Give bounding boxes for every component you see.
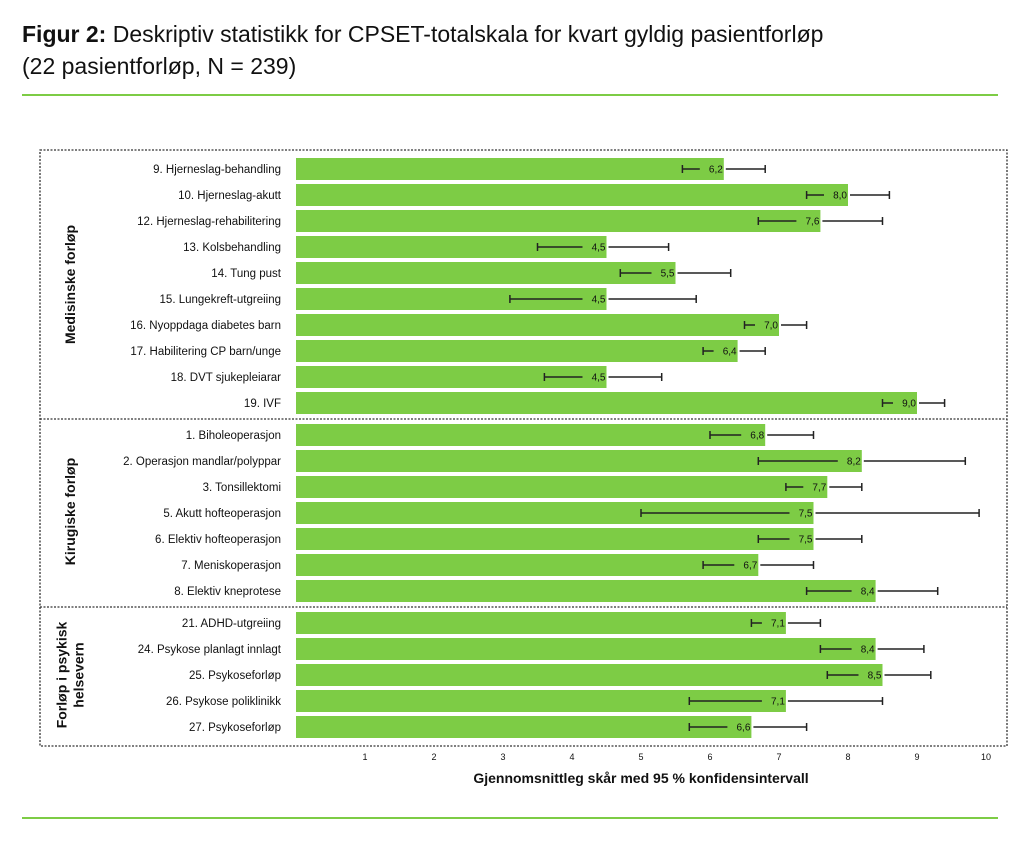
category-label: 13. Kolsbehandling <box>183 242 281 254</box>
category-label: 27. Psykoseforløp <box>189 722 281 734</box>
bar <box>296 612 786 634</box>
category-label: 8. Elektiv kneprotese <box>174 586 281 598</box>
data-label: 6,2 <box>709 165 723 176</box>
x-tick-label: 8 <box>845 752 850 762</box>
category-label: 25. Psykoseforløp <box>189 670 281 682</box>
figure-title: Figur 2: Deskriptiv statistikk for CPSET… <box>22 18 823 82</box>
figure-subtitle: (22 pasientforløp, N = 239) <box>22 53 297 79</box>
category-label: 17. Habilitering CP barn/unge <box>130 346 281 358</box>
data-label: 6,7 <box>743 561 757 572</box>
data-label: 8,5 <box>868 671 882 682</box>
data-label: 8,2 <box>847 457 861 468</box>
bar <box>296 690 786 712</box>
x-tick-label: 2 <box>431 752 436 762</box>
category-label: 14. Tung pust <box>211 268 281 280</box>
bar <box>296 664 883 686</box>
category-label: 18. DVT sjukepleiarar <box>171 372 282 384</box>
figure-label: Figur 2: <box>22 21 107 47</box>
category-label: 5. Akutt hofteoperasjon <box>163 508 281 520</box>
data-label: 8,4 <box>861 587 875 598</box>
data-label: 4,5 <box>592 373 606 384</box>
top-divider <box>22 94 998 96</box>
bar <box>296 210 821 232</box>
category-label: 16. Nyoppdaga diabetes barn <box>130 320 281 332</box>
x-tick-label: 10 <box>981 752 991 762</box>
x-tick-label: 4 <box>569 752 574 762</box>
group-label: helsevern <box>71 642 87 707</box>
bar <box>296 262 676 284</box>
bar <box>296 184 848 206</box>
category-label: 26. Psykose poliklinikk <box>166 696 281 708</box>
bar <box>296 288 607 310</box>
bar <box>296 476 828 498</box>
category-label: 3. Tonsillektomi <box>203 482 281 494</box>
data-label: 7,6 <box>805 217 819 228</box>
bar <box>296 314 779 336</box>
category-label: 9. Hjerneslag-behandling <box>153 164 281 176</box>
category-label: 24. Psykose planlagt innlagt <box>138 644 282 656</box>
data-label: 9,0 <box>902 399 916 410</box>
category-label: 21. ADHD-utgreiing <box>182 618 281 630</box>
bar <box>296 424 766 446</box>
bar <box>296 716 752 738</box>
data-label: 8,4 <box>861 645 875 656</box>
data-label: 5,5 <box>661 269 675 280</box>
data-label: 7,0 <box>764 321 778 332</box>
data-label: 6,6 <box>736 723 750 734</box>
category-label: 19. IVF <box>244 398 281 410</box>
data-label: 7,1 <box>771 619 785 630</box>
bar <box>296 340 738 362</box>
category-label: 6. Elektiv hofteoperasjon <box>155 534 281 546</box>
data-label: 6,8 <box>750 431 764 442</box>
bar <box>296 236 607 258</box>
bottom-divider <box>22 817 998 819</box>
category-label: 10. Hjerneslag-akutt <box>178 190 282 202</box>
data-label: 7,7 <box>812 483 826 494</box>
figure-title-text: Deskriptiv statistikk for CPSET-totalska… <box>106 21 824 47</box>
bar <box>296 554 759 576</box>
group-label: Medisinske forløp <box>62 225 78 344</box>
x-tick-label: 1 <box>362 752 367 762</box>
category-label: 15. Lungekreft-utgreiing <box>160 294 281 306</box>
bar <box>296 502 814 524</box>
category-label: 12. Hjerneslag-rehabilitering <box>137 216 281 228</box>
bar <box>296 638 876 660</box>
x-axis-title: Gjennomsnittleg skår med 95 % konfidensi… <box>473 770 808 786</box>
x-tick-label: 6 <box>707 752 712 762</box>
group-label: Forløp i psykisk <box>54 621 70 728</box>
data-label: 4,5 <box>592 243 606 254</box>
chart-frame <box>39 149 1008 747</box>
category-label: 2. Operasjon mandlar/polyppar <box>123 456 281 468</box>
data-label: 4,5 <box>592 295 606 306</box>
x-tick-label: 5 <box>638 752 643 762</box>
bar <box>296 392 917 414</box>
group-label: Kirugiske forløp <box>62 458 78 565</box>
data-label: 7,5 <box>799 509 813 520</box>
x-tick-label: 9 <box>914 752 919 762</box>
data-label: 7,1 <box>771 697 785 708</box>
data-label: 8,0 <box>833 191 847 202</box>
data-label: 7,5 <box>799 535 813 546</box>
bar <box>296 580 876 602</box>
category-label: 1. Biholeoperasjon <box>186 430 281 442</box>
data-label: 6,4 <box>723 347 737 358</box>
x-tick-label: 7 <box>776 752 781 762</box>
bar <box>296 366 607 388</box>
x-tick-label: 3 <box>500 752 505 762</box>
bar <box>296 450 862 472</box>
bar <box>296 158 724 180</box>
bar <box>296 528 814 550</box>
category-label: 7. Meniskoperasjon <box>181 560 281 572</box>
